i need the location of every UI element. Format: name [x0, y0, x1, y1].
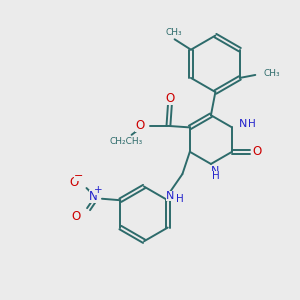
Text: O: O [252, 145, 262, 158]
Text: −: − [74, 171, 83, 181]
Text: O: O [135, 118, 145, 131]
Text: O: O [71, 210, 80, 223]
Text: N: N [211, 166, 220, 176]
Text: CH₃: CH₃ [166, 28, 182, 37]
Text: O: O [70, 176, 79, 189]
Text: H: H [248, 119, 256, 129]
Text: H: H [176, 194, 184, 204]
Text: CH₂CH₃: CH₂CH₃ [110, 137, 143, 146]
Text: CH₃: CH₃ [263, 69, 280, 78]
Text: N: N [166, 191, 175, 201]
Text: H: H [212, 172, 219, 182]
Text: O: O [165, 92, 175, 105]
Text: N: N [238, 119, 247, 129]
Text: +: + [94, 185, 103, 195]
Text: N: N [89, 190, 98, 203]
